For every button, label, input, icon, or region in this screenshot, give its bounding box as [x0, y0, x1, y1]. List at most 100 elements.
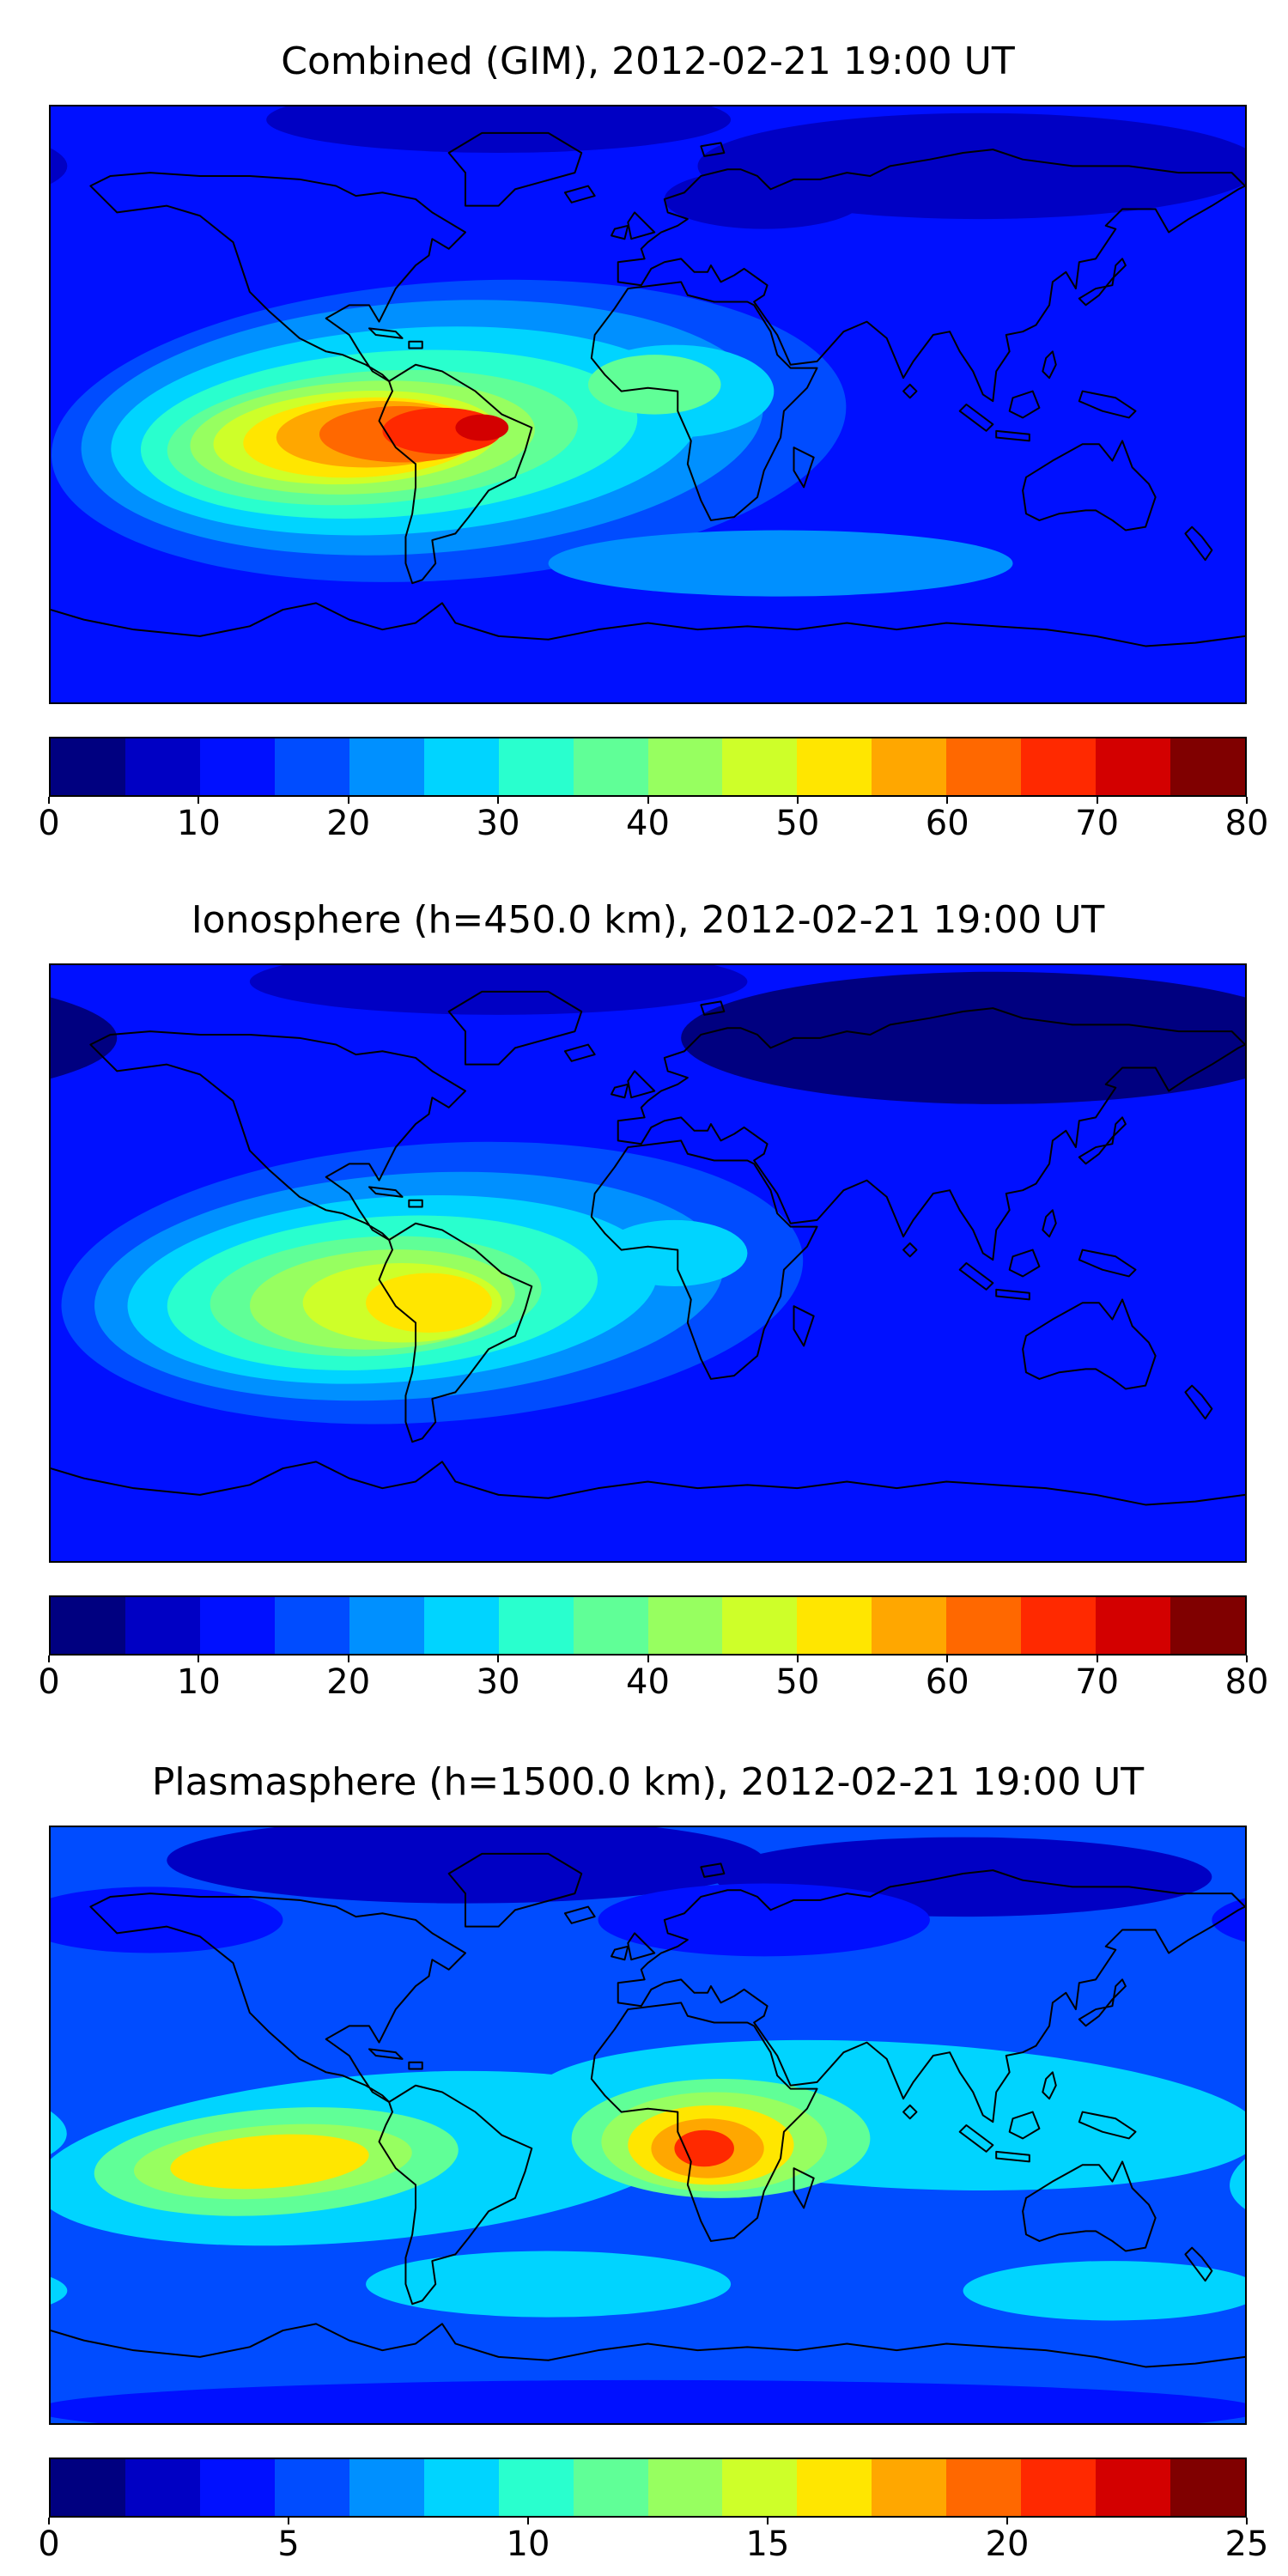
- colorbar-tick-label: 15: [745, 2524, 790, 2564]
- colorbar-segment: [872, 1597, 947, 1654]
- colorbar-tick: [767, 2518, 769, 2524]
- colorbar-tick: [347, 797, 349, 804]
- colorbar-tick: [1096, 1656, 1098, 1662]
- panel-plasmasphere: Plasmasphere (h=1500.0 km), 2012-02-21 1…: [38, 1755, 1268, 2566]
- colorbar-tick-label: 30: [476, 1662, 520, 1702]
- contour-level-73: [455, 414, 509, 441]
- colorbar-segment: [647, 1597, 723, 1654]
- colorbar-tick-label: 20: [326, 1662, 371, 1702]
- colorbar-segment: [349, 738, 424, 795]
- panel-title: Ionosphere (h=450.0 km), 2012-02-21 19:0…: [191, 898, 1105, 942]
- colorbar-tick: [796, 797, 799, 804]
- contour-level-6: [249, 965, 748, 1015]
- colorbar-ticks: 0 10 20 30 40 50 60 70 80: [38, 1656, 1268, 1704]
- tec-map-svg: [51, 1827, 1245, 2423]
- colorbar-tick-label: 0: [38, 804, 60, 843]
- colorbar-tick-label: 70: [1075, 1662, 1120, 1702]
- colorbar-segment: [1096, 1597, 1171, 1654]
- contour-level-21.5: [674, 2129, 734, 2167]
- contour-level-8: [266, 106, 732, 153]
- colorbar-tick-label: 5: [277, 2524, 300, 2564]
- colorbar-segment: [51, 738, 125, 795]
- panel-ionosphere: Ionosphere (h=450.0 km), 2012-02-21 19:0…: [38, 893, 1268, 1704]
- contour-level-8.5: [51, 2276, 68, 2305]
- colorbar-tick-label: 20: [985, 2524, 1030, 2564]
- colorbar-tick: [288, 2518, 289, 2524]
- colorbar-tick: [48, 1656, 50, 1662]
- colorbar-segment: [125, 2459, 200, 2516]
- colorbar-segment: [946, 738, 1022, 795]
- colorbar-segment: [498, 2459, 574, 2516]
- panel-title: Combined (GIM), 2012-02-21 19:00 UT: [281, 39, 1015, 83]
- contour-level-3.5: [1212, 1898, 1245, 1942]
- colorbar-tick-label: 70: [1075, 804, 1120, 843]
- colorbar-tick: [1246, 797, 1248, 804]
- tec-map-combined: [49, 105, 1247, 704]
- colorbar-segment: [498, 738, 574, 795]
- colorbar-segment: [573, 738, 648, 795]
- colorbar-segment: [946, 1597, 1022, 1654]
- colorbar-tick-label: 50: [775, 1662, 820, 1702]
- contour-level-8: [664, 169, 864, 229]
- colorbar-tick: [946, 1656, 949, 1662]
- colorbar-tick-label: 0: [38, 2524, 60, 2564]
- contour-level-8.5: [366, 2251, 732, 2318]
- colorbar-tick: [1096, 797, 1098, 804]
- colorbar-segment: [722, 2459, 798, 2516]
- colorbar-segment: [423, 1597, 499, 1654]
- colorbar-tick: [527, 2518, 529, 2524]
- colorbar-tick-label: 10: [176, 1662, 221, 1702]
- colorbar-tick-label: 50: [775, 804, 820, 843]
- contour-level-2.2: [167, 1827, 764, 1904]
- colorbar-segment: [274, 738, 349, 795]
- colorbar-tick: [497, 797, 500, 804]
- colorbar-segment: [797, 1597, 872, 1654]
- colorbar-segment: [797, 2459, 872, 2516]
- colorbar-ticks: 0 10 20 30 40 50 60 70 80: [38, 797, 1268, 845]
- colorbar-segment: [573, 1597, 648, 1654]
- contour-level-4: [681, 971, 1245, 1104]
- panel-combined-gim: Combined (GIM), 2012-02-21 19:00 UT 0 10 2…: [38, 34, 1268, 845]
- contour-level-4.5: [1228, 2403, 1245, 2417]
- colorbar-tick-label: 25: [1224, 2524, 1269, 2564]
- colorbar-segment: [722, 738, 798, 795]
- colorbar-tick: [48, 797, 50, 804]
- colorbar-segment: [1021, 2459, 1097, 2516]
- colorbar-segment: [647, 738, 723, 795]
- colorbar-tick-label: 40: [626, 1662, 670, 1702]
- colorbar-segment: [199, 1597, 275, 1654]
- colorbar-tick: [946, 797, 949, 804]
- colorbar-tick: [197, 1656, 200, 1662]
- contour-level-4: [51, 997, 118, 1079]
- contour-level-6: [51, 148, 68, 185]
- panel-title: Plasmasphere (h=1500.0 km), 2012-02-21 1…: [151, 1760, 1145, 1804]
- colorbar-segment: [1170, 1597, 1245, 1654]
- colorbar-segment: [199, 738, 275, 795]
- colorbar: [49, 1595, 1247, 1656]
- colorbar-segment: [647, 2459, 723, 2516]
- colorbar: [49, 737, 1247, 797]
- colorbar-segment: [946, 2459, 1022, 2516]
- contour-level-16: [170, 2134, 369, 2190]
- colorbar-segment: [125, 1597, 200, 1654]
- colorbar: [49, 2458, 1247, 2518]
- contour-level-38: [587, 355, 721, 415]
- contour-level-3.5: [51, 1886, 283, 1953]
- colorbar-tick: [48, 2518, 50, 2524]
- colorbar-segment: [872, 738, 947, 795]
- colorbar-segment: [1096, 2459, 1171, 2516]
- colorbar-segment: [1170, 2459, 1245, 2516]
- colorbar-tick: [647, 1656, 649, 1662]
- colorbar-segment: [423, 738, 499, 795]
- colorbar-tick-label: 20: [326, 804, 371, 843]
- contour-level-20: [548, 530, 1013, 597]
- colorbar-segment: [1021, 738, 1097, 795]
- colorbar-tick: [1006, 2518, 1008, 2524]
- colorbar-tick: [347, 1656, 349, 1662]
- colorbar-segment: [51, 1597, 125, 1654]
- colorbar-segment: [274, 1597, 349, 1654]
- colorbar-segment: [51, 2459, 125, 2516]
- colorbar-segment: [573, 2459, 648, 2516]
- contour-level-27: [601, 1219, 748, 1286]
